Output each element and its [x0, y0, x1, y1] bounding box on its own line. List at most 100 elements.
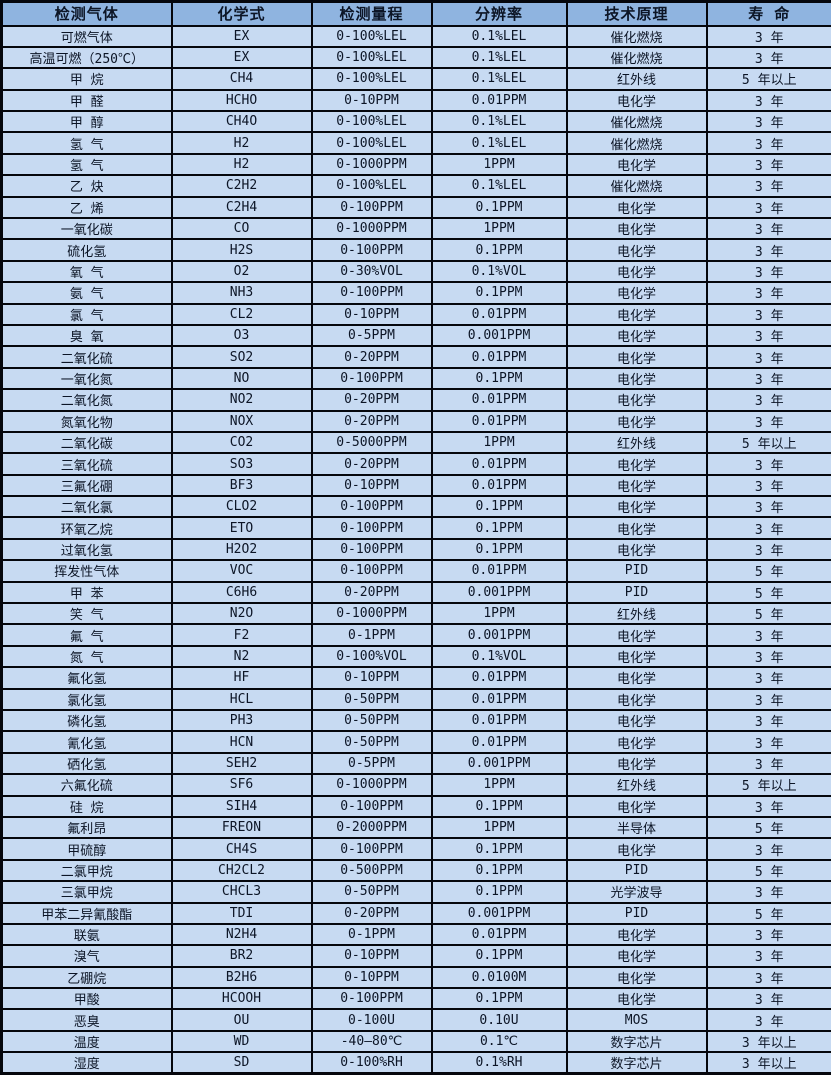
range-cell: 0-100%LEL: [310, 174, 433, 198]
table-row: 甲 烷 CH4 0-100%LEL 0.1%LEL 红外线 5 年以上: [0, 67, 831, 91]
resolution-cell: 0.01PPM: [430, 687, 568, 712]
lifespan-cell: 3 年: [705, 388, 831, 412]
table-row: 二氯甲烷 CH2CL2 0-500PPM 0.1PPM PID 5 年: [0, 858, 831, 883]
lifespan-cell: 3 年: [705, 409, 831, 433]
resolution-cell: 0.1PPM: [430, 858, 568, 883]
principle-cell: 电化学: [565, 473, 708, 498]
resolution-cell: 0.001PPM: [430, 901, 568, 925]
gas-name-cell: 湿度: [0, 1051, 173, 1075]
range-cell: 0-20PPM: [310, 452, 433, 476]
range-cell: 0-20PPM: [310, 345, 433, 369]
formula-cell: H2O2: [170, 537, 313, 562]
gas-name-cell: 甲 苯: [0, 580, 173, 605]
principle-cell: 电化学: [565, 195, 708, 220]
formula-cell: C6H6: [170, 580, 313, 605]
table-row: 乙硼烷 B2H6 0-10PPM 0.0100M 电化学 3 年: [0, 965, 831, 990]
range-cell: 0-100PPM: [310, 537, 433, 562]
range-cell: 0-100PPM: [310, 794, 433, 818]
table-row: 高温可燃（250℃） EX 0-100%LEL 0.1%LEL 催化燃烧 3 年: [0, 45, 831, 70]
principle-cell: 电化学: [565, 259, 708, 284]
formula-cell: HCHO: [170, 88, 313, 113]
column-header-principle: 技术原理: [565, 0, 708, 27]
table-row: 氯 气 CL2 0-10PPM 0.01PPM 电化学 3 年: [0, 302, 831, 326]
lifespan-cell: 3 年: [705, 944, 831, 968]
gas-name-cell: 一氧化氮: [0, 366, 173, 391]
principle-cell: 催化燃烧: [565, 131, 708, 155]
range-cell: 0-5000PPM: [310, 430, 433, 455]
lifespan-cell: 3 年: [705, 1008, 831, 1032]
formula-cell: N2O: [170, 602, 313, 626]
formula-cell: OU: [170, 1008, 313, 1032]
table-row: 二氧化氮 NO2 0-20PPM 0.01PPM 电化学 3 年: [0, 388, 831, 412]
formula-cell: CL2: [170, 302, 313, 326]
formula-cell: H2: [170, 131, 313, 155]
resolution-cell: 0.1%LEL: [430, 131, 568, 155]
range-cell: 0-50PPM: [310, 880, 433, 904]
resolution-cell: 0.1PPM: [430, 880, 568, 904]
principle-cell: MOS: [565, 1008, 708, 1032]
formula-cell: SF6: [170, 773, 313, 797]
principle-cell: 电化学: [565, 794, 708, 818]
resolution-cell: 0.01PPM: [430, 345, 568, 369]
lifespan-cell: 3 年: [705, 965, 831, 990]
principle-cell: 催化燃烧: [565, 110, 708, 134]
lifespan-cell: 3 年: [705, 730, 831, 754]
lifespan-cell: 3 年: [705, 24, 831, 48]
resolution-cell: 0.1%VOL: [430, 644, 568, 669]
resolution-cell: 0.1PPM: [430, 281, 568, 305]
range-cell: 0-10PPM: [310, 965, 433, 990]
resolution-cell: 0.1%LEL: [430, 174, 568, 198]
lifespan-cell: 3 年: [705, 345, 831, 369]
formula-cell: EX: [170, 45, 313, 70]
principle-cell: PID: [565, 580, 708, 605]
resolution-cell: 0.01PPM: [430, 302, 568, 326]
range-cell: 0-100PPM: [310, 837, 433, 861]
gas-name-cell: 联氨: [0, 922, 173, 947]
gas-name-cell: 氟利昂: [0, 815, 173, 840]
principle-cell: 电化学: [565, 302, 708, 326]
table-row: 氮氧化物 NOX 0-20PPM 0.01PPM 电化学 3 年: [0, 409, 831, 433]
table-row: 三氟化硼 BF3 0-10PPM 0.01PPM 电化学 3 年: [0, 473, 831, 498]
range-cell: 0-1000PPM: [310, 216, 433, 241]
range-cell: 0-100%VOL: [310, 644, 433, 669]
range-cell: 0-100%RH: [310, 1051, 433, 1075]
range-cell: 0-100PPM: [310, 195, 433, 220]
table-row: 硅 烷 SIH4 0-100PPM 0.1PPM 电化学 3 年: [0, 794, 831, 818]
formula-cell: CHCL3: [170, 880, 313, 904]
column-header-formula: 化学式: [170, 0, 313, 27]
lifespan-cell: 3 年: [705, 644, 831, 669]
resolution-cell: 0.1%VOL: [430, 259, 568, 284]
formula-cell: WD: [170, 1029, 313, 1054]
principle-cell: 电化学: [565, 88, 708, 113]
principle-cell: 电化学: [565, 281, 708, 305]
resolution-cell: 0.1%LEL: [430, 110, 568, 134]
gas-name-cell: 二氧化氮: [0, 388, 173, 412]
range-cell: 0-30%VOL: [310, 259, 433, 284]
table-row: 乙 烯 C2H4 0-100PPM 0.1PPM 电化学 3 年: [0, 195, 831, 220]
principle-cell: 电化学: [565, 751, 708, 776]
gas-name-cell: 溴气: [0, 944, 173, 968]
range-cell: 0-20PPM: [310, 388, 433, 412]
gas-name-cell: 三氟化硼: [0, 473, 173, 498]
formula-cell: F2: [170, 623, 313, 647]
table-row: 硫化氢 H2S 0-100PPM 0.1PPM 电化学 3 年: [0, 238, 831, 262]
range-cell: 0-5PPM: [310, 751, 433, 776]
range-cell: 0-100PPM: [310, 495, 433, 519]
formula-cell: N2: [170, 644, 313, 669]
table-row: 甲 苯 C6H6 0-20PPM 0.001PPM PID 5 年: [0, 580, 831, 605]
lifespan-cell: 3 年: [705, 473, 831, 498]
lifespan-cell: 5 年: [705, 602, 831, 626]
range-cell: 0-10PPM: [310, 944, 433, 968]
gas-name-cell: 甲 醛: [0, 88, 173, 113]
table-row: 氢 气 H2 0-1000PPM 1PPM 电化学 3 年: [0, 152, 831, 177]
lifespan-cell: 3 年: [705, 516, 831, 540]
range-cell: 0-50PPM: [310, 687, 433, 712]
range-cell: 0-20PPM: [310, 901, 433, 925]
table-row: 溴气 BR2 0-10PPM 0.1PPM 电化学 3 年: [0, 944, 831, 968]
table-row: 硒化氢 SEH2 0-5PPM 0.001PPM 电化学 3 年: [0, 751, 831, 776]
gas-name-cell: 甲硫醇: [0, 837, 173, 861]
table-row: 氨 气 NH3 0-100PPM 0.1PPM 电化学 3 年: [0, 281, 831, 305]
range-cell: 0-100%LEL: [310, 45, 433, 70]
gas-name-cell: 二氧化硫: [0, 345, 173, 369]
